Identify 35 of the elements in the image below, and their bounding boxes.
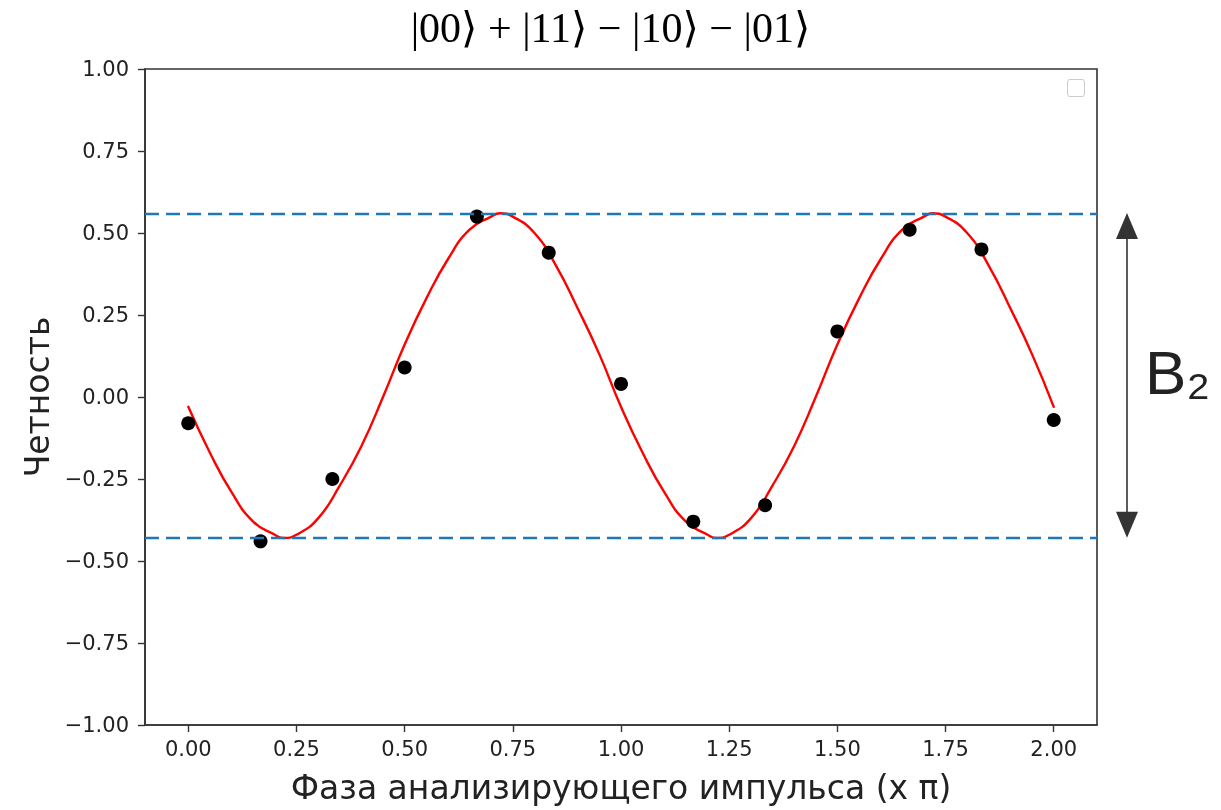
point	[541, 245, 556, 260]
point	[1046, 412, 1061, 427]
y-tick-label: 0.00	[82, 385, 129, 409]
x-tick-label: 2.00	[1030, 736, 1078, 761]
y-tick-label: 0.75	[82, 139, 129, 163]
point	[974, 242, 989, 257]
x-axis-title: Фаза анализирующего импульса (x π)	[290, 768, 952, 807]
x-tick-label: 0.50	[381, 736, 429, 761]
x-tick-label: 1.75	[922, 736, 969, 761]
y-axis-title: Четность	[17, 316, 57, 478]
x-tick-label: 1.00	[597, 736, 645, 761]
y-tick-label: 1.00	[82, 57, 129, 81]
x-tick-label: 0.75	[489, 736, 537, 761]
point	[830, 324, 845, 339]
x-tick-label: 1.25	[705, 736, 753, 761]
x-tick-label: 0.25	[273, 736, 320, 761]
y-tick-label: −0.50	[64, 549, 129, 573]
point	[469, 209, 484, 224]
point	[614, 376, 628, 391]
x-tick-label: 0.00	[164, 736, 212, 761]
point	[325, 472, 340, 486]
point	[902, 222, 917, 237]
point	[758, 498, 773, 513]
y-tick-label: −0.75	[64, 631, 129, 655]
y-tick-label: −0.25	[64, 467, 129, 491]
line-series	[187, 212, 1055, 540]
point	[686, 514, 701, 529]
point	[181, 416, 196, 431]
x-tick-label: 1.50	[813, 736, 861, 761]
y-tick-label: 0.25	[82, 303, 129, 327]
chart-title: |00⟩ + |11⟩ − |10⟩ − |01⟩	[410, 5, 811, 51]
text: B₂	[1145, 337, 1211, 407]
point	[397, 360, 412, 375]
y-tick-label: −1.00	[64, 713, 129, 737]
y-tick-label: 0.50	[82, 221, 129, 245]
